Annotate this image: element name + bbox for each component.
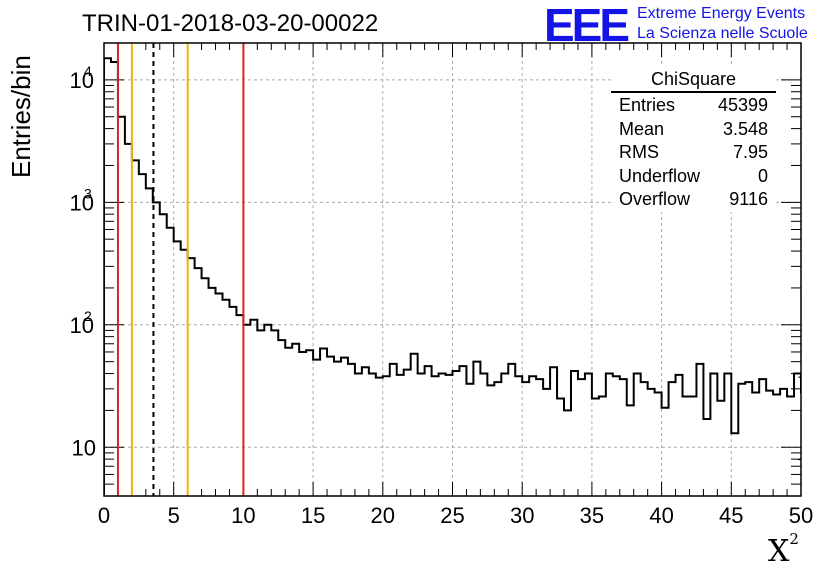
plot-frame: [103, 42, 802, 497]
y-tick-label: 10: [72, 435, 96, 460]
y-tick-label: 10: [70, 313, 94, 338]
x-tick-label: 25: [440, 503, 464, 528]
stats-label: Overflow: [619, 189, 691, 209]
y-axis-label: Entries/bin: [6, 55, 36, 178]
histogram-bars: [104, 57, 801, 496]
x-tick-label: 40: [649, 503, 673, 528]
plot-title: TRIN-01-2018-03-20-00022: [82, 10, 379, 37]
x-tick-label: 0: [98, 503, 110, 528]
x-tick-label: 10: [231, 503, 255, 528]
x-tick-label: 45: [719, 503, 743, 528]
brand-line-2: La Scienza nelle Scuole: [637, 25, 808, 42]
stats-title: ChiSquare: [611, 67, 776, 93]
eee-logo: EEE: [544, 0, 630, 51]
stats-row-entries: Entries 45399: [611, 94, 776, 118]
stats-label: Entries: [619, 95, 676, 115]
x-tick-label: 50: [789, 503, 813, 528]
stats-row-overflow: Overflow 9116: [611, 188, 776, 212]
x-tick-label: 20: [371, 503, 395, 528]
stats-value: 9116: [729, 189, 768, 209]
stats-value: 3.548: [722, 118, 768, 139]
x-axis-label: X2: [768, 530, 799, 569]
stats-value: 7.95: [732, 142, 768, 162]
brand-line-1: Extreme Energy Events: [637, 5, 806, 22]
stats-value: 45399: [717, 95, 768, 115]
stats-value: 0: [757, 165, 768, 186]
y-tick-exponent: 2: [84, 308, 92, 324]
stats-row-mean: Mean 3.548: [611, 118, 776, 142]
stats-label: Underflow: [619, 165, 701, 186]
stats-label: RMS: [619, 142, 659, 162]
x-axis-label-exponent: 2: [789, 530, 799, 548]
stats-row-underflow: Underflow 0: [611, 165, 776, 189]
x-axis-label-base: X: [768, 534, 790, 569]
x-tick-label: 30: [510, 503, 534, 528]
y-tick-exponent: 4: [84, 63, 92, 79]
y-tick-label: 10: [70, 190, 94, 215]
y-tick-label: 10: [70, 68, 94, 93]
x-tick-label: 5: [168, 503, 180, 528]
y-tick-exponent: 3: [84, 185, 92, 201]
x-tick-label: 15: [301, 503, 325, 528]
x-tick-label: 35: [580, 503, 604, 528]
stats-label: Mean: [619, 118, 665, 139]
stats-box: ChiSquare Entries 45399 Mean 3.548 RMS 7…: [611, 67, 776, 212]
stats-row-rms: RMS 7.95: [611, 141, 776, 165]
